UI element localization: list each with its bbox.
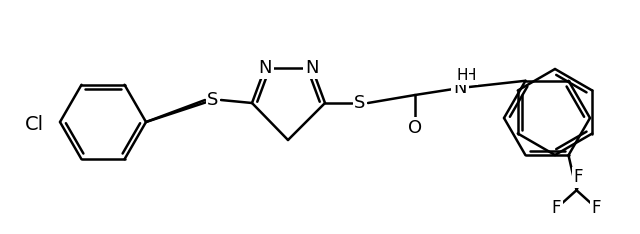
Text: O: O xyxy=(408,119,422,137)
Text: S: S xyxy=(207,91,219,109)
Text: F: F xyxy=(592,199,601,217)
Text: H: H xyxy=(465,68,477,83)
Text: N: N xyxy=(453,79,467,97)
Text: N: N xyxy=(453,79,467,97)
Text: S: S xyxy=(355,94,365,112)
Text: H: H xyxy=(456,69,468,84)
Text: Cl: Cl xyxy=(25,114,44,134)
Text: N: N xyxy=(305,59,319,77)
Text: N: N xyxy=(259,59,272,77)
Text: S: S xyxy=(207,91,219,109)
Text: F: F xyxy=(552,199,561,217)
Text: F: F xyxy=(573,168,583,186)
